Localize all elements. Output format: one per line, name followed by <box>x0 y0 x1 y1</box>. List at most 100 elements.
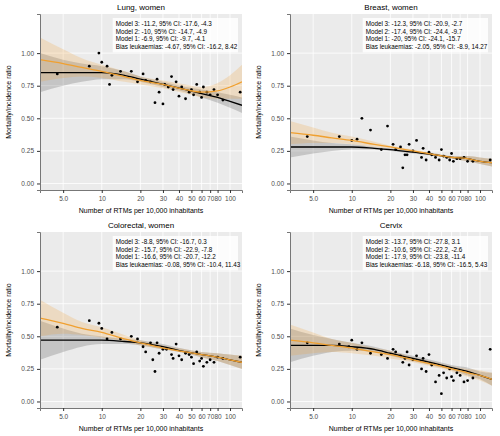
tick-mark <box>163 190 164 193</box>
tick-mark <box>163 408 164 411</box>
annotation: Bias leukaemias: -6.18, 95% CI: -16.5, 5… <box>366 261 488 268</box>
axis-line <box>37 15 41 191</box>
tick-mark <box>413 190 414 193</box>
tick-label: 20 <box>387 195 395 202</box>
tick: 0.00 <box>271 398 290 405</box>
tick: 80 <box>464 190 472 202</box>
point <box>88 65 91 68</box>
x-axis: 5.01020304050607080100 <box>41 190 243 202</box>
tick: 0.75 <box>21 300 40 307</box>
point <box>440 148 443 151</box>
grid-line <box>290 118 492 119</box>
tick-mark <box>287 401 290 402</box>
tick-mark <box>63 408 64 411</box>
tick: 80 <box>214 408 222 420</box>
point <box>142 73 145 76</box>
point <box>448 159 451 162</box>
tick: 40 <box>176 190 184 202</box>
point <box>136 80 139 83</box>
point <box>420 156 423 159</box>
grid-line <box>40 401 242 402</box>
point <box>438 159 441 162</box>
fit-line <box>290 345 492 379</box>
marks <box>40 300 242 373</box>
tick-label: 0.25 <box>21 147 34 154</box>
tick-mark <box>140 190 141 193</box>
tick: 100 <box>475 190 486 202</box>
tick-label: 5.0 <box>59 413 68 420</box>
point <box>369 352 372 355</box>
panel-title: Breast, women <box>364 3 417 12</box>
tick-mark <box>179 408 180 411</box>
point <box>100 61 103 64</box>
point <box>178 95 181 98</box>
y-axis-title: Mortality/incidence ratio <box>255 283 263 357</box>
y-axis-title: Mortality/incidence ratio <box>255 65 263 139</box>
tick-label: 50 <box>438 413 446 420</box>
point <box>205 361 208 364</box>
panel: 5.010203040506070801000.000.250.500.751.… <box>5 221 243 433</box>
tick-label: 0.00 <box>21 398 34 405</box>
point <box>175 80 178 83</box>
point <box>106 65 109 68</box>
tick-label: 60 <box>198 195 206 202</box>
grid-line <box>40 118 242 119</box>
point <box>422 357 425 360</box>
tick-mark <box>63 190 64 193</box>
grid-line <box>351 14 352 190</box>
annotation: Model 3: -13.7, 95% CI: -27.8, 3.1 <box>366 238 461 245</box>
point <box>175 343 178 346</box>
tick-label: 0.00 <box>271 180 284 187</box>
tick-mark <box>210 408 211 411</box>
tick-label: 100 <box>225 195 236 202</box>
tick-mark <box>313 190 314 193</box>
point <box>158 352 161 355</box>
point <box>386 125 389 128</box>
grid-line <box>63 14 64 190</box>
fit-line <box>40 73 242 106</box>
tick: 10 <box>99 190 107 202</box>
annotation: Model 2: -17.4, 95% CI: -24.4, -9.7 <box>366 28 463 35</box>
annotation: Model 1: -17.9, 95% CI: -23.8, -11.4 <box>366 253 466 260</box>
tick: 60 <box>448 408 456 420</box>
annotation: Bias leukaemias: -2.05, 95% CI: -8.9, 14… <box>366 43 488 50</box>
tick: 0.50 <box>21 333 40 340</box>
annotation: Model 3: -12.3, 95% CI: -20.9, -2.7 <box>366 20 463 27</box>
axis-line <box>291 409 493 412</box>
point <box>406 351 409 354</box>
tick-mark <box>37 401 40 402</box>
annotation: Model 3: -8.8, 95% CI: -16.7, 0.3 <box>116 238 208 245</box>
tick: 5.0 <box>59 190 68 202</box>
tick-mark <box>452 408 453 411</box>
tick: 0.75 <box>21 82 40 89</box>
grid-line <box>40 303 242 304</box>
tick-mark <box>37 118 40 119</box>
x-axis: 5.01020304050607080100 <box>291 408 493 420</box>
point <box>100 327 103 330</box>
tick: 10 <box>349 190 357 202</box>
x-axis: 5.01020304050607080100 <box>291 190 493 202</box>
point <box>97 322 100 325</box>
tick: 0.00 <box>21 398 40 405</box>
axis-line <box>287 15 291 191</box>
tick-mark <box>413 408 414 411</box>
point <box>452 379 455 382</box>
tick: 0.75 <box>271 300 290 307</box>
tick: 0.25 <box>21 365 40 372</box>
tick-mark <box>452 190 453 193</box>
tick-mark <box>468 408 469 411</box>
confidence-band <box>290 325 492 386</box>
point <box>361 117 364 120</box>
tick-label: 30 <box>160 413 168 420</box>
tick-mark <box>287 183 290 184</box>
x-axis-title: Number of RTMs per 10,000 inhabitants <box>329 207 454 215</box>
tick-mark <box>441 190 442 193</box>
tick: 30 <box>410 408 418 420</box>
tick-label: 40 <box>176 413 184 420</box>
tick-mark <box>480 408 481 411</box>
tick: 50 <box>188 408 196 420</box>
tick: 50 <box>438 190 446 202</box>
tick-mark <box>287 53 290 54</box>
tick-mark <box>230 408 231 411</box>
tick: 10 <box>99 408 107 420</box>
